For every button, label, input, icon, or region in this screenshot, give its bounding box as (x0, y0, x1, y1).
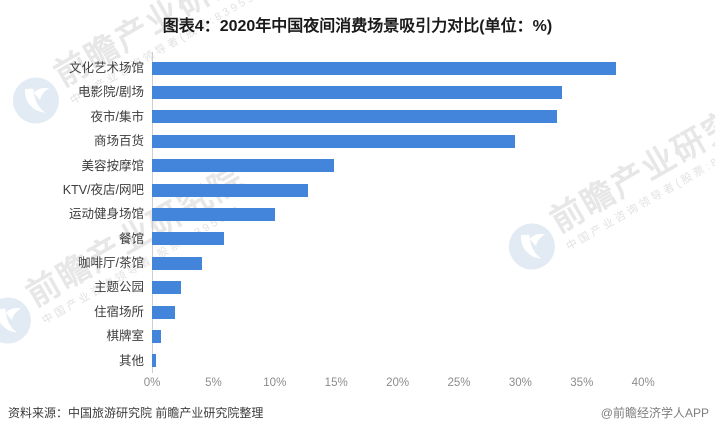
bar-row: 商场百货 (0, 129, 715, 153)
bar-track (152, 354, 715, 368)
bar-track (152, 281, 715, 295)
bar-row: 棋牌室 (0, 324, 715, 348)
category-label: 咖啡厅/茶馆 (78, 256, 144, 271)
x-tick-label: 5% (205, 377, 222, 389)
category-label: 餐馆 (118, 231, 144, 246)
x-tick-label: 25% (447, 377, 471, 389)
bar-track (152, 110, 715, 124)
x-tick-label: 10% (263, 377, 287, 389)
bar-track (152, 86, 715, 100)
bar-track (152, 256, 715, 270)
bar-track (152, 208, 715, 222)
bar-row: 文化艺术场馆 (0, 56, 715, 80)
bar-track (152, 305, 715, 319)
bar-row: 夜市/集市 (0, 105, 715, 129)
x-axis: 0% 5% 10% 15% 20% 25% 30% 35% 40% (0, 377, 715, 393)
bar-row: KTV/夜店/网吧 (0, 178, 715, 202)
category-label: 电影院/剧场 (78, 85, 144, 100)
bar-row: 咖啡厅/茶馆 (0, 251, 715, 275)
x-tick-label: 35% (570, 377, 594, 389)
bar (152, 232, 225, 246)
category-label: 其他 (118, 353, 144, 368)
category-label: 棋牌室 (106, 329, 144, 344)
bar-row: 住宿场所 (0, 300, 715, 324)
bar-row: 其他 (0, 349, 715, 373)
x-tick-label: 0% (143, 377, 161, 389)
category-label: KTV/夜店/网吧 (62, 182, 144, 197)
bar (152, 208, 275, 222)
bar (152, 110, 558, 124)
bar (152, 256, 203, 270)
bar (152, 159, 334, 173)
bar (152, 183, 308, 197)
bar-track (152, 232, 715, 246)
category-label: 商场百货 (93, 134, 144, 149)
bar-track (152, 329, 715, 343)
x-tick-label: 20% (386, 377, 410, 389)
category-label: 夜市/集市 (90, 109, 144, 124)
bar-row: 主题公园 (0, 276, 715, 300)
x-tick-label: 15% (324, 377, 348, 389)
category-label: 美容按摩馆 (81, 158, 144, 173)
bar (152, 61, 617, 75)
category-label: 住宿场所 (93, 304, 144, 319)
bar-track (152, 134, 715, 148)
bar-row: 餐馆 (0, 227, 715, 251)
bar (152, 86, 563, 100)
bar-track (152, 159, 715, 173)
bar (152, 329, 161, 343)
bar-plot-area: 文化艺术场馆电影院/剧场夜市/集市商场百货美容按摩馆 KTV/夜店/网吧 运动健身场… (0, 56, 715, 373)
category-label: 运动健身场馆 (68, 207, 144, 222)
source-note: 资料来源：中国旅游研究院 前瞻产业研究院整理 (8, 406, 264, 420)
bar-track (152, 61, 715, 75)
x-tick-label: 30% (508, 377, 532, 389)
bar (152, 134, 516, 148)
bar-row: 美容按摩馆 (0, 154, 715, 178)
bar (152, 354, 156, 368)
x-tick-label: 40% (631, 377, 655, 389)
chart-title: 图表4：2020年中国夜间消费场景吸引力对比(单位：%) (162, 18, 553, 35)
bar (152, 305, 176, 319)
bar-row: 电影院/剧场 (0, 80, 715, 104)
category-label: 主题公园 (93, 280, 144, 295)
bar-track (152, 183, 715, 197)
category-label: 文化艺术场馆 (68, 60, 144, 75)
bar (152, 281, 182, 295)
brand-credit: @前瞻经济学人APP (600, 406, 709, 420)
bar-row: 运动健身场馆 (0, 202, 715, 226)
